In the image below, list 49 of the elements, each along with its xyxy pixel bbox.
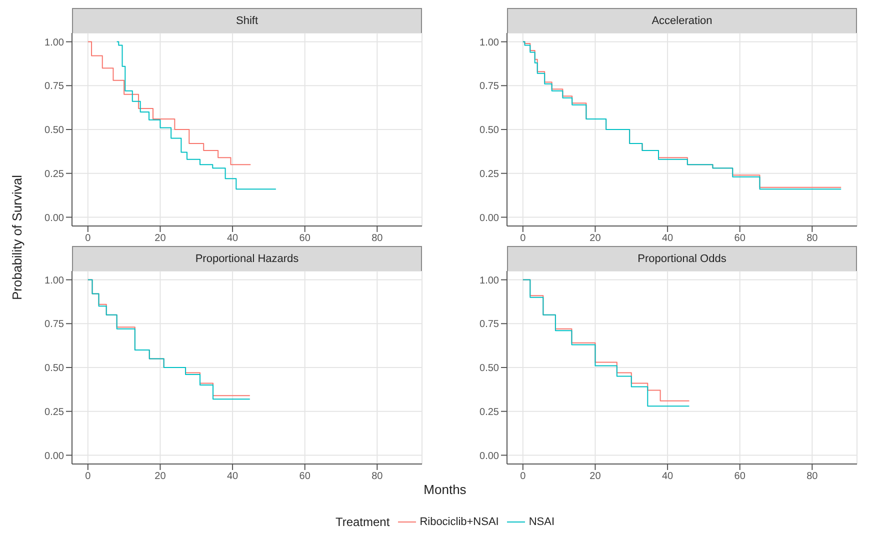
x-tick-label: 20 — [154, 471, 166, 482]
x-tick-label: 0 — [520, 471, 526, 482]
x-tick-label: 40 — [662, 471, 674, 482]
y-tick-label: 1.00 — [44, 275, 64, 286]
y-tick-label: 0.75 — [44, 81, 64, 92]
y-tick-label: 0.75 — [44, 319, 64, 330]
legend-title: Treatment — [335, 515, 390, 529]
x-axis-title: Months — [422, 482, 468, 497]
x-tick-label: 80 — [372, 471, 384, 482]
chart-title: Proportional Odds — [507, 246, 857, 271]
y-tick-label: 0.50 — [480, 363, 500, 374]
y-tick-label: 0.00 — [44, 450, 64, 462]
y-tick-label: 0.50 — [44, 125, 64, 136]
x-tick-label: 60 — [734, 233, 746, 244]
legend-label: NSAI — [528, 516, 555, 528]
y-tick-label: 0.25 — [44, 168, 64, 180]
y-tick-label: 0.25 — [480, 168, 500, 180]
x-tick-label: 40 — [226, 233, 239, 244]
y-tick-label: 0.50 — [44, 363, 64, 374]
x-tick-label: 80 — [372, 233, 384, 244]
x-tick-label: 20 — [590, 471, 602, 482]
chart-title: Proportional Hazards — [72, 246, 422, 271]
x-tick-label: 20 — [590, 233, 602, 244]
x-tick-label: 0 — [520, 233, 526, 244]
legend-label: Ribociclib+NSAI — [420, 516, 499, 528]
x-tick-label: 60 — [734, 471, 746, 482]
y-tick-label: 0.00 — [44, 212, 64, 224]
y-axis-title: Probability of Survival — [10, 174, 24, 302]
y-tick-label: 0.75 — [480, 319, 500, 330]
y-tick-label: 1.00 — [480, 37, 500, 48]
x-tick-label: 0 — [85, 233, 92, 244]
x-tick-label: 40 — [226, 471, 239, 482]
y-tick-label: 0.25 — [44, 406, 64, 418]
x-tick-label: 60 — [299, 471, 311, 482]
x-tick-label: 60 — [299, 233, 311, 244]
y-tick-label: 1.00 — [44, 37, 64, 48]
x-tick-label: 0 — [85, 471, 92, 482]
y-tick-label: 0.25 — [480, 406, 500, 418]
y-tick-label: 0.75 — [480, 81, 500, 92]
y-tick-label: 0.00 — [480, 212, 500, 224]
x-tick-label: 20 — [154, 233, 166, 244]
x-tick-label: 80 — [806, 471, 818, 482]
chart-title: Shift — [72, 8, 422, 33]
chart-title: Acceleration — [507, 8, 857, 33]
y-tick-label: 0.00 — [480, 450, 500, 462]
y-tick-label: 1.00 — [480, 275, 500, 286]
y-tick-label: 0.50 — [480, 125, 500, 136]
x-tick-label: 40 — [662, 233, 674, 244]
x-tick-label: 80 — [806, 233, 818, 244]
